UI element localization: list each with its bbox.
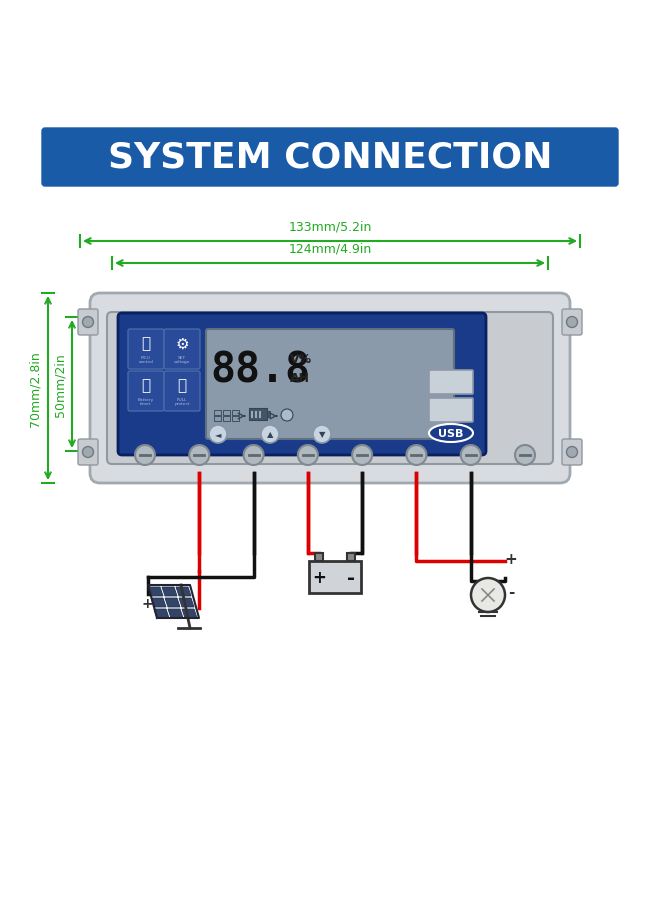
Bar [223, 416, 230, 422]
Text: 50mm/2in: 50mm/2in [53, 353, 66, 416]
Bar [232, 416, 239, 422]
FancyBboxPatch shape [562, 440, 582, 465]
Bar [249, 408, 267, 421]
Circle shape [298, 445, 318, 465]
Bar [251, 412, 253, 418]
Polygon shape [154, 610, 169, 619]
Text: +: + [141, 596, 153, 610]
FancyBboxPatch shape [107, 312, 553, 464]
Circle shape [566, 317, 578, 328]
Text: 133mm/5.2in: 133mm/5.2in [288, 219, 372, 233]
Circle shape [461, 445, 480, 465]
Text: -: - [508, 584, 514, 599]
Text: +: + [312, 568, 326, 586]
Circle shape [82, 447, 94, 458]
Bar [267, 412, 270, 417]
Circle shape [189, 445, 209, 465]
Circle shape [471, 578, 505, 612]
Bar [214, 411, 221, 415]
Text: ▲: ▲ [267, 430, 273, 439]
Text: ⬜: ⬜ [141, 336, 150, 351]
Bar [315, 554, 323, 562]
Text: Battery
timer: Battery timer [138, 397, 154, 405]
FancyBboxPatch shape [164, 372, 200, 412]
Text: 88.8: 88.8 [210, 349, 310, 391]
Polygon shape [182, 610, 197, 619]
Circle shape [407, 445, 426, 465]
Circle shape [82, 317, 94, 328]
Ellipse shape [429, 424, 473, 442]
Bar [309, 562, 361, 593]
FancyBboxPatch shape [562, 310, 582, 336]
Text: 🛡: 🛡 [178, 378, 187, 393]
Circle shape [135, 445, 155, 465]
Circle shape [352, 445, 372, 465]
Polygon shape [148, 587, 163, 596]
FancyBboxPatch shape [429, 398, 473, 423]
Text: USB: USB [438, 429, 464, 439]
Circle shape [313, 425, 331, 443]
Text: FULL
protect: FULL protect [174, 397, 190, 405]
Circle shape [261, 425, 279, 443]
Polygon shape [162, 587, 177, 596]
Text: ⚙: ⚙ [175, 336, 189, 351]
Bar [223, 411, 230, 415]
Text: -: - [347, 568, 355, 587]
Polygon shape [165, 599, 180, 608]
Bar [255, 412, 257, 418]
Text: ⏰: ⏰ [141, 378, 150, 393]
FancyBboxPatch shape [42, 129, 618, 187]
Polygon shape [179, 599, 194, 608]
FancyBboxPatch shape [128, 372, 164, 412]
Text: MCU
control: MCU control [139, 355, 154, 364]
Polygon shape [151, 599, 166, 608]
FancyBboxPatch shape [78, 310, 98, 336]
Polygon shape [176, 587, 191, 596]
FancyBboxPatch shape [429, 370, 473, 395]
Text: ◄: ◄ [214, 430, 221, 439]
FancyBboxPatch shape [78, 440, 98, 465]
Circle shape [209, 425, 227, 443]
Text: ▼: ▼ [319, 430, 325, 439]
FancyBboxPatch shape [118, 313, 486, 455]
Text: V%: V% [290, 353, 312, 366]
Text: 124mm/4.9in: 124mm/4.9in [288, 242, 372, 255]
Bar [259, 412, 261, 418]
Text: SYSTEM CONNECTION: SYSTEM CONNECTION [108, 141, 552, 175]
FancyBboxPatch shape [128, 330, 164, 369]
Circle shape [281, 410, 293, 422]
Polygon shape [168, 610, 183, 619]
Circle shape [566, 447, 578, 458]
Text: AH: AH [290, 372, 310, 385]
Circle shape [244, 445, 263, 465]
Circle shape [515, 445, 535, 465]
Text: +: + [505, 552, 517, 567]
FancyBboxPatch shape [90, 293, 570, 483]
FancyBboxPatch shape [206, 330, 454, 440]
Text: 70mm/2.8in: 70mm/2.8in [29, 350, 42, 426]
Bar [214, 416, 221, 422]
Bar [232, 411, 239, 415]
Bar [347, 554, 355, 562]
Text: SET
voltage: SET voltage [174, 355, 190, 364]
FancyBboxPatch shape [164, 330, 200, 369]
